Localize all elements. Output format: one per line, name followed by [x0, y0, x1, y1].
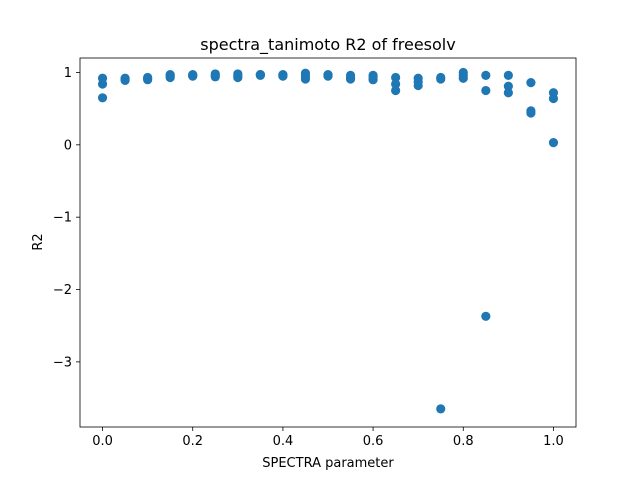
y-tick-label: 1	[64, 66, 72, 81]
data-point	[503, 81, 513, 91]
x-axis-label: SPECTRA parameter	[262, 456, 394, 471]
x-tick-label: 1.0	[543, 434, 564, 449]
y-tick-label: −2	[53, 283, 72, 298]
data-point	[503, 70, 513, 80]
data-point	[97, 79, 108, 89]
y-axis-label: R2	[31, 233, 46, 250]
data-point	[255, 70, 265, 80]
x-tick-label: 0.0	[92, 434, 113, 449]
data-point	[210, 70, 220, 80]
data-point	[526, 78, 536, 88]
data-point	[436, 74, 446, 84]
plot-frame	[79, 57, 577, 428]
data-point	[97, 93, 108, 103]
x-ticks: 0.0 0.2 0.4 0.6 0.8 1.0	[92, 427, 564, 449]
data-point	[278, 70, 288, 80]
data-point	[526, 108, 536, 118]
data-point	[481, 85, 491, 96]
points-layer	[97, 67, 559, 414]
data-point	[165, 71, 175, 81]
data-point	[436, 404, 446, 414]
data-point	[143, 73, 153, 83]
data-point	[345, 72, 356, 83]
y-ticks: −3 −2 −1 0 1	[53, 66, 80, 370]
chart-title: spectra_tanimoto R2 of freesolv	[200, 35, 455, 55]
data-point	[323, 70, 333, 80]
data-point	[368, 72, 378, 83]
data-point	[481, 70, 491, 80]
x-tick-label: 0.4	[273, 434, 294, 449]
data-point	[391, 72, 401, 83]
data-point	[458, 70, 468, 80]
data-point	[548, 138, 559, 148]
y-tick-label: 0	[64, 138, 72, 153]
data-point	[503, 88, 513, 98]
data-point	[413, 80, 423, 91]
data-point	[481, 311, 491, 321]
data-point	[391, 85, 401, 96]
x-tick-label: 0.6	[363, 434, 384, 449]
y-tick-label: −1	[53, 211, 72, 226]
data-point	[300, 71, 311, 81]
y-tick-label: −3	[53, 355, 72, 370]
axes-layer	[79, 57, 577, 428]
data-point	[188, 70, 198, 80]
data-point	[233, 71, 243, 81]
x-tick-label: 0.2	[182, 434, 203, 449]
data-point	[120, 74, 130, 84]
data-point	[548, 93, 559, 104]
data-point	[391, 79, 401, 89]
x-tick-label: 0.8	[453, 434, 474, 449]
